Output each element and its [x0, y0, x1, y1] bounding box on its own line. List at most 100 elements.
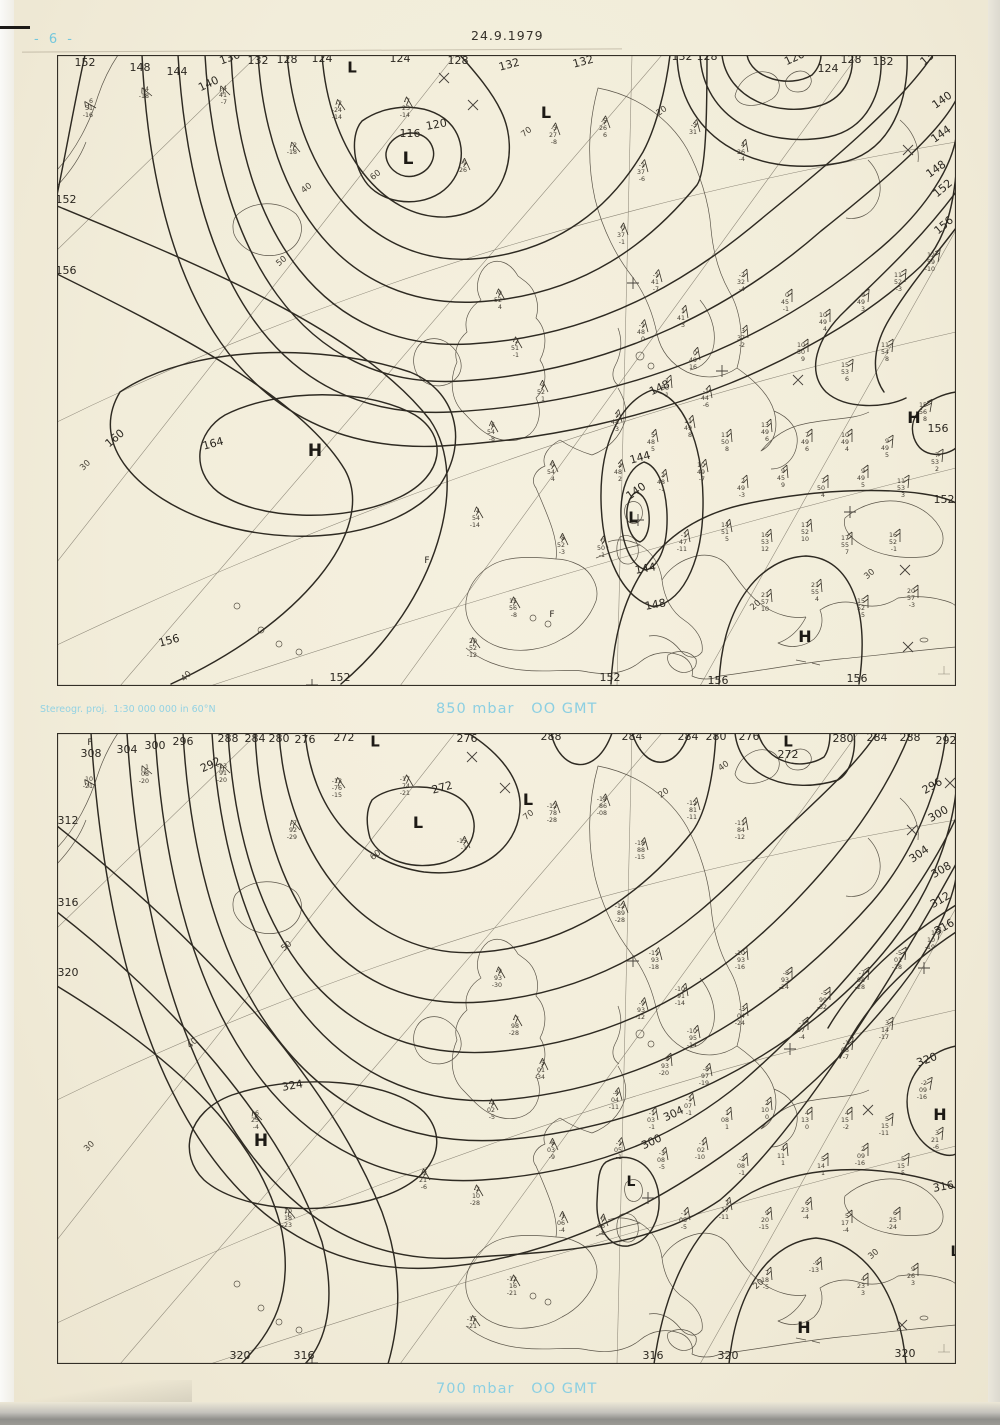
svg-text:-1: -1: [686, 1096, 692, 1103]
svg-text:-4: -4: [843, 1227, 849, 1234]
svg-text:-2: -2: [739, 342, 745, 349]
svg-text:-20: -20: [139, 778, 149, 785]
svg-text:-5: -5: [899, 1170, 905, 1177]
svg-text:0: 0: [601, 1216, 605, 1223]
svg-text:L: L: [627, 1174, 636, 1190]
svg-text:15: 15: [919, 402, 927, 409]
svg-text:-28: -28: [547, 817, 557, 824]
svg-text:316: 316: [643, 1349, 664, 1362]
svg-text:-18: -18: [139, 93, 149, 100]
svg-text:1: 1: [725, 1110, 729, 1117]
svg-text:5: 5: [861, 482, 865, 489]
svg-text:49: 49: [801, 439, 809, 446]
svg-text:284: 284: [867, 733, 888, 744]
svg-text:26: 26: [599, 125, 607, 132]
svg-text:9: 9: [861, 292, 865, 299]
svg-text:312: 312: [928, 889, 953, 911]
svg-text:50: 50: [721, 439, 729, 446]
svg-text:12: 12: [761, 546, 769, 553]
svg-text:5: 5: [885, 452, 889, 459]
svg-text:-4: -4: [253, 1124, 259, 1131]
svg-text:10: 10: [85, 776, 93, 783]
svg-text:07: 07: [797, 1027, 805, 1034]
svg-text:-2: -2: [921, 1080, 927, 1087]
svg-text:L: L: [783, 733, 793, 750]
svg-text:8: 8: [923, 416, 927, 423]
svg-text:F: F: [87, 738, 92, 748]
svg-text:320: 320: [915, 1050, 939, 1069]
svg-text:9: 9: [801, 356, 805, 363]
svg-text:-19: -19: [925, 944, 935, 951]
svg-text:9: 9: [781, 482, 785, 489]
svg-text:6: 6: [491, 422, 495, 429]
svg-text:41: 41: [651, 279, 659, 286]
svg-text:272: 272: [778, 748, 799, 761]
svg-text:-14: -14: [470, 522, 480, 529]
svg-text:-19: -19: [699, 1080, 709, 1087]
svg-text:47: 47: [679, 539, 687, 546]
svg-text:L: L: [370, 733, 380, 750]
svg-text:-28: -28: [892, 964, 902, 971]
svg-text:4: 4: [845, 1110, 849, 1117]
svg-text:13: 13: [761, 422, 769, 429]
svg-text:0: 0: [765, 1114, 769, 1121]
svg-text:1: 1: [665, 378, 669, 385]
svg-text:288: 288: [900, 733, 921, 744]
svg-text:120: 120: [782, 55, 807, 68]
svg-text:-5: -5: [659, 1164, 665, 1171]
paper-background: [12, 0, 994, 1408]
svg-text:93: 93: [781, 977, 789, 984]
svg-text:-3: -3: [421, 1170, 427, 1177]
svg-text:0: 0: [498, 290, 502, 297]
svg-text:-4: -4: [803, 1214, 809, 1221]
svg-text:272: 272: [334, 733, 355, 744]
svg-text:5: 5: [651, 432, 655, 439]
svg-text:6: 6: [765, 436, 769, 443]
svg-text:-11: -11: [609, 1104, 619, 1111]
svg-text:-8: -8: [551, 139, 557, 146]
svg-text:98: 98: [511, 1023, 519, 1030]
svg-text:9: 9: [765, 1210, 769, 1217]
svg-text:-13: -13: [332, 778, 342, 785]
svg-text:-8: -8: [703, 1066, 709, 1073]
svg-text:-28: -28: [855, 984, 865, 991]
svg-text:-14: -14: [332, 114, 342, 121]
svg-text:3: 3: [741, 328, 745, 335]
svg-text:-28: -28: [470, 1200, 480, 1207]
svg-text:320: 320: [895, 1347, 916, 1360]
svg-text:06: 06: [557, 1220, 565, 1227]
svg-text:-14: -14: [597, 796, 607, 803]
svg-text:-28: -28: [509, 1030, 519, 1037]
svg-text:5: 5: [845, 1213, 849, 1220]
svg-text:-1: -1: [616, 1154, 622, 1161]
svg-text:13: 13: [801, 1117, 809, 1124]
svg-text:92: 92: [289, 827, 297, 834]
svg-text:304: 304: [661, 1103, 686, 1124]
svg-text:308: 308: [81, 747, 102, 760]
svg-text:-24: -24: [332, 107, 342, 114]
svg-text:56: 56: [919, 409, 927, 416]
svg-text:2: 2: [661, 472, 665, 479]
svg-text:03: 03: [647, 1117, 655, 1124]
svg-text:-2: -2: [336, 100, 342, 107]
svg-text:316: 316: [294, 1349, 315, 1362]
svg-text:1: 1: [781, 1160, 785, 1167]
svg-text:11: 11: [777, 1153, 785, 1160]
svg-text:-13: -13: [809, 1267, 819, 1274]
svg-text:-3: -3: [739, 1006, 745, 1013]
svg-text:-20: -20: [659, 1070, 669, 1077]
svg-text:45: 45: [781, 299, 789, 306]
svg-text:-11: -11: [687, 814, 697, 821]
svg-text:52: 52: [557, 542, 565, 549]
svg-text:H: H: [308, 441, 322, 461]
svg-text:54: 54: [487, 429, 495, 436]
svg-text:4: 4: [741, 142, 745, 149]
svg-text:-6: -6: [703, 402, 709, 409]
svg-text:-3: -3: [896, 286, 902, 293]
svg-text:128: 128: [448, 55, 469, 67]
svg-text:50: 50: [279, 939, 294, 954]
svg-text:-16: -16: [917, 1094, 927, 1101]
svg-text:30: 30: [866, 1247, 881, 1262]
svg-text:H: H: [254, 1131, 268, 1151]
svg-text:7: 7: [821, 478, 825, 485]
